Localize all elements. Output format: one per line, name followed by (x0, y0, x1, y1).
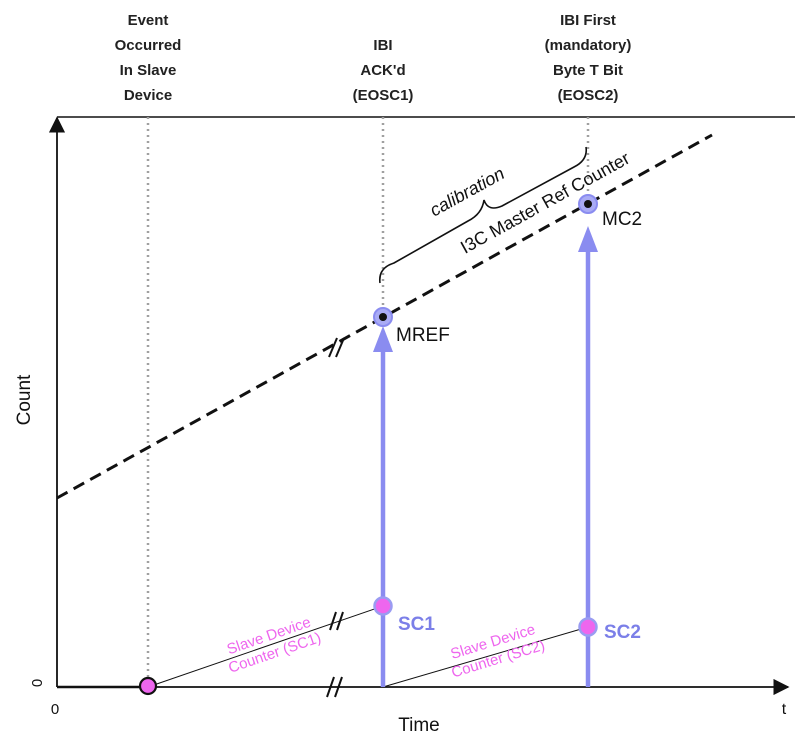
axis-break-mark (326, 676, 343, 698)
mc2-label: MC2 (602, 209, 642, 230)
slave-counter-1-label: Slave Device Counter (SC1) (225, 614, 324, 677)
x-end-label: t (782, 701, 787, 718)
calibration-label: calibration (426, 163, 507, 220)
master-counter-break-mark (328, 337, 345, 358)
sc2-point (578, 617, 598, 637)
y-origin-label: 0 (29, 679, 46, 687)
header-ibi-first-line-1: IBI First (560, 12, 616, 29)
y-axis-label: Count (14, 374, 35, 425)
mref-arrow (373, 326, 393, 687)
header-ibi-first-line-2: (mandatory) (545, 37, 632, 54)
sc1-label: SC1 (398, 614, 435, 635)
header-event-line-4: Device (124, 87, 172, 104)
slave-counter-1-line (147, 605, 384, 688)
header-event-line-2: Occurred (115, 37, 182, 54)
mc2-arrow (578, 226, 598, 687)
mref-point (373, 307, 393, 327)
slave-counter-1-break-mark (329, 611, 344, 631)
header-ibi-first-line-4: (EOSC2) (558, 87, 619, 104)
header-event-occurred: Event Occurred In Slave Device (115, 12, 182, 104)
sc1-point (373, 596, 393, 616)
slave-counter-2-line (382, 626, 589, 688)
header-ibi-ack-line-3: (EOSC1) (353, 87, 414, 104)
header-event-line-3: In Slave (120, 62, 177, 79)
event-point (138, 676, 158, 696)
mref-label: MREF (396, 325, 450, 346)
x-axis-label: Time (398, 715, 440, 736)
sc2-label: SC2 (604, 622, 641, 643)
header-ibi-ackd: IBI ACK'd (EOSC1) (353, 37, 414, 104)
header-ibi-first: IBI First (mandatory) Byte T Bit (EOSC2) (545, 12, 632, 104)
calibration-brace (378, 146, 588, 284)
mc2-point (578, 194, 598, 214)
slave-counter-2-label: Slave Device Counter (SC2) (449, 621, 547, 681)
x-origin-label: 0 (51, 701, 59, 718)
header-ibi-first-line-3: Byte T Bit (553, 62, 623, 79)
header-event-line-1: Event (128, 12, 169, 29)
master-ref-counter-line (56, 133, 713, 500)
header-ibi-ack-line-2: ACK'd (360, 62, 405, 79)
header-ibi-ack-line-1: IBI (373, 37, 392, 54)
